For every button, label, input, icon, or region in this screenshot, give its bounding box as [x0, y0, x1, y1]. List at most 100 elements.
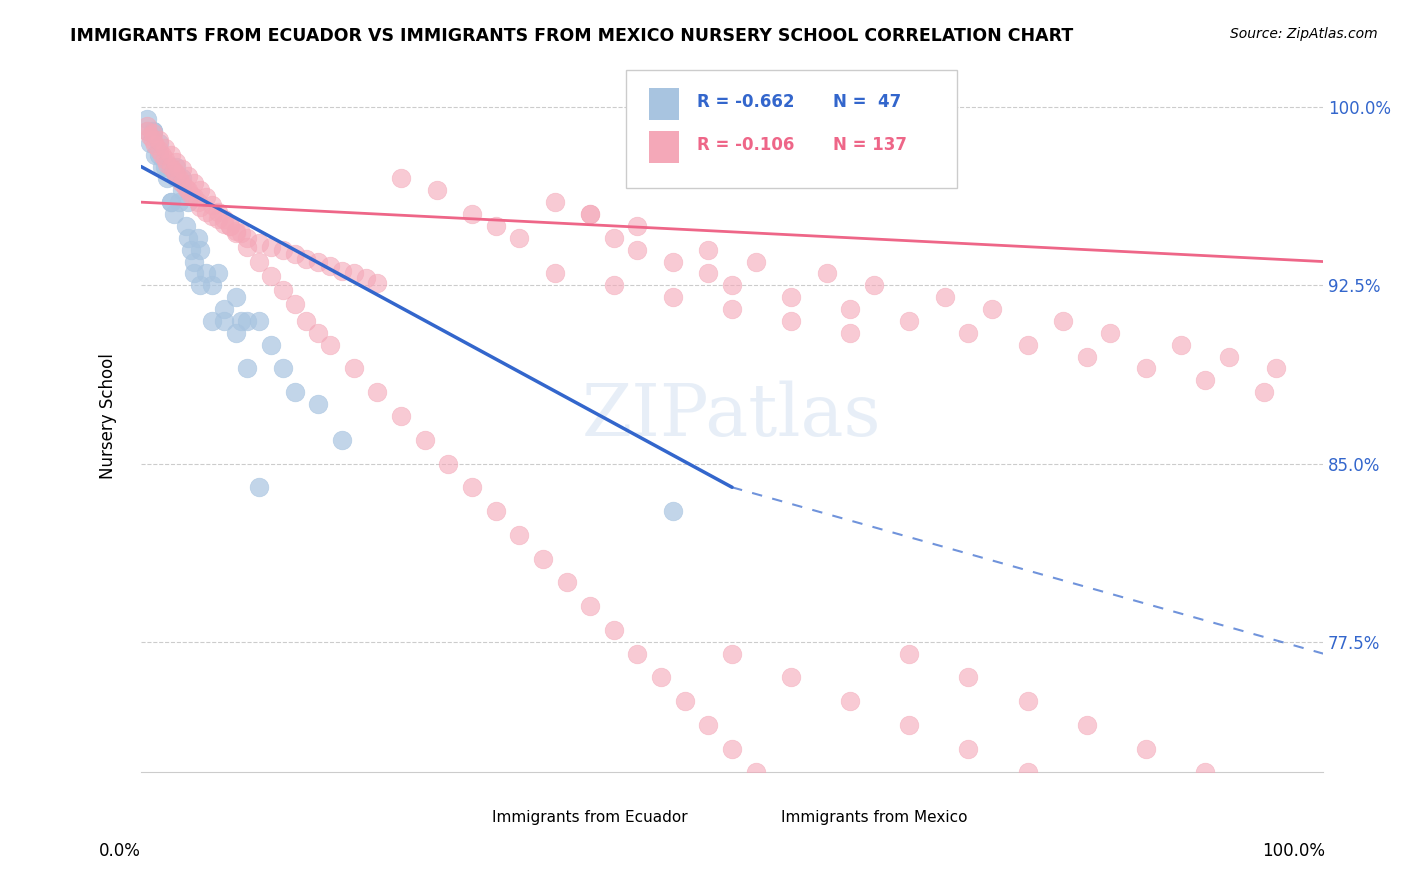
Point — [295, 252, 318, 267]
Point — [898, 647, 921, 661]
Point — [839, 860, 862, 874]
Bar — [650, 131, 679, 163]
Point — [815, 837, 838, 851]
Point — [780, 670, 803, 684]
Point — [1135, 741, 1157, 756]
Point — [389, 171, 412, 186]
Point — [957, 741, 980, 756]
Point — [247, 235, 270, 250]
Point — [839, 326, 862, 340]
Point — [579, 207, 602, 221]
Point — [768, 789, 790, 804]
Point — [815, 267, 838, 281]
Point — [1017, 765, 1039, 780]
Point — [195, 204, 218, 219]
Point — [135, 124, 157, 138]
Point — [1194, 765, 1216, 780]
Point — [650, 670, 672, 684]
Point — [225, 290, 247, 304]
Point — [183, 176, 205, 190]
Point — [177, 231, 200, 245]
Point — [212, 217, 235, 231]
Point — [195, 190, 218, 204]
Point — [1194, 373, 1216, 387]
Text: Source: ZipAtlas.com: Source: ZipAtlas.com — [1230, 27, 1378, 41]
Point — [662, 504, 685, 518]
Point — [218, 219, 240, 233]
Point — [662, 290, 685, 304]
Point — [603, 278, 626, 293]
Point — [579, 207, 602, 221]
Point — [212, 314, 235, 328]
Point — [142, 126, 165, 140]
Point — [1218, 350, 1240, 364]
Point — [142, 133, 165, 147]
Point — [603, 623, 626, 637]
Point — [697, 267, 720, 281]
Text: N =  47: N = 47 — [832, 94, 901, 112]
Point — [135, 119, 157, 133]
Point — [159, 195, 181, 210]
Point — [260, 337, 283, 351]
Point — [188, 200, 211, 214]
Point — [1017, 337, 1039, 351]
Point — [172, 161, 194, 176]
Point — [744, 765, 766, 780]
Point — [143, 147, 166, 161]
Point — [139, 128, 162, 143]
Point — [295, 314, 318, 328]
Point — [159, 147, 181, 161]
Point — [150, 160, 173, 174]
Point — [697, 718, 720, 732]
Point — [188, 243, 211, 257]
Point — [626, 647, 648, 661]
Point — [839, 694, 862, 708]
Point — [159, 160, 181, 174]
Point — [148, 147, 170, 161]
Point — [721, 278, 744, 293]
Point — [165, 171, 187, 186]
Point — [225, 224, 247, 238]
Point — [330, 264, 353, 278]
Point — [167, 171, 190, 186]
Point — [135, 124, 157, 138]
Point — [260, 240, 283, 254]
Point — [218, 219, 240, 233]
Point — [1052, 314, 1074, 328]
Point — [957, 670, 980, 684]
Point — [531, 551, 554, 566]
Point — [231, 314, 253, 328]
Point — [139, 136, 162, 150]
Point — [898, 314, 921, 328]
Point — [389, 409, 412, 423]
Text: N = 137: N = 137 — [832, 136, 907, 154]
Point — [366, 276, 388, 290]
Point — [143, 138, 166, 153]
Point — [153, 160, 176, 174]
Point — [188, 183, 211, 197]
Point — [485, 219, 508, 233]
Point — [1253, 385, 1275, 400]
Point — [284, 247, 307, 261]
Point — [180, 188, 202, 202]
Point — [201, 314, 224, 328]
Point — [437, 457, 460, 471]
Point — [863, 278, 886, 293]
Point — [135, 112, 157, 126]
Point — [174, 181, 197, 195]
Point — [163, 164, 186, 178]
Point — [207, 204, 229, 219]
Point — [260, 268, 283, 283]
Point — [544, 267, 567, 281]
Point — [236, 231, 259, 245]
Point — [354, 271, 377, 285]
Point — [165, 154, 187, 169]
Point — [1099, 326, 1122, 340]
Point — [1076, 350, 1098, 364]
Point — [626, 219, 648, 233]
Text: ZIPatlas: ZIPatlas — [582, 381, 882, 451]
Point — [485, 504, 508, 518]
Point — [201, 210, 224, 224]
Point — [579, 599, 602, 613]
Point — [156, 171, 179, 186]
